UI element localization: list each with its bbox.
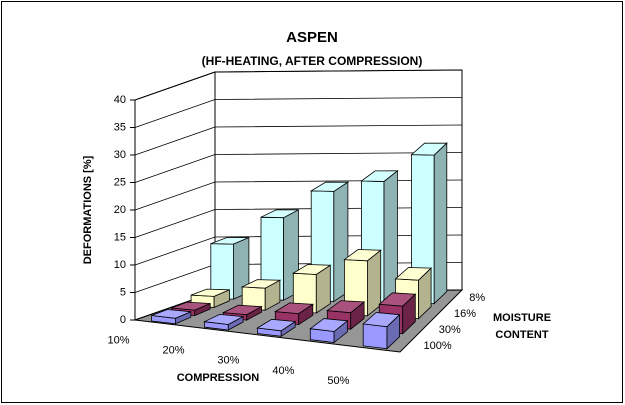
bar-top [151, 309, 191, 319]
x-tick-label: 50% [327, 375, 349, 387]
grid-line [134, 97, 463, 128]
bar-top [203, 313, 245, 325]
grid-line [134, 69, 463, 101]
bar-top [362, 312, 401, 328]
depth-axis-label: MOISTURE [493, 312, 551, 324]
bar-top [260, 209, 299, 219]
depth-tick-label: 8% [469, 292, 485, 304]
x-tick-label: 40% [272, 365, 294, 377]
bar-front [362, 323, 388, 350]
bar-top [171, 301, 211, 311]
bar-top [256, 318, 297, 332]
x-tick-label: 30% [217, 355, 239, 367]
chart-subtitle: (HF-HEATING, AFTER COMPRESSION) [202, 54, 423, 68]
bar-top [378, 292, 417, 307]
depth-tick-label: 16% [454, 308, 476, 320]
bar-top [394, 267, 433, 281]
bar-side [433, 142, 448, 305]
depth-tick-label: 100% [424, 340, 452, 352]
depth-tick-label: 30% [439, 324, 461, 336]
grid-line [134, 124, 463, 156]
bar-top [309, 318, 349, 332]
bar-top [210, 237, 250, 245]
bar-top [326, 300, 366, 314]
y-tick-label: 20 [114, 204, 126, 216]
bar-top [274, 302, 315, 315]
y-tick-label: 10 [114, 259, 126, 271]
y-tick-label: 5 [120, 286, 126, 298]
x-tick-label: 20% [162, 345, 184, 357]
y-tick-label: 35 [114, 121, 126, 133]
depth-axis-label: CONTENT [495, 329, 548, 341]
y-tick-label: 25 [114, 176, 126, 188]
y-axis-label: DEFORMATIONS [%] [82, 155, 94, 264]
bar-top [291, 264, 332, 275]
bar-top [221, 304, 263, 316]
y-tick-label: 30 [114, 149, 126, 161]
x-tick-label: 10% [107, 334, 129, 346]
bar-side [366, 249, 382, 317]
bar-top [343, 249, 382, 262]
bar-top [360, 170, 399, 182]
bar-top [240, 279, 282, 289]
chart-title: ASPEN [286, 29, 338, 46]
grid-line [134, 152, 463, 183]
bar-top [190, 288, 230, 297]
y-tick-label: 40 [114, 94, 126, 106]
y-tick-label: 0 [120, 314, 126, 326]
bar-top [410, 142, 448, 156]
y-tick-label: 15 [114, 231, 126, 243]
x-axis-label: COMPRESSION [177, 372, 260, 384]
bar-top [309, 181, 350, 192]
